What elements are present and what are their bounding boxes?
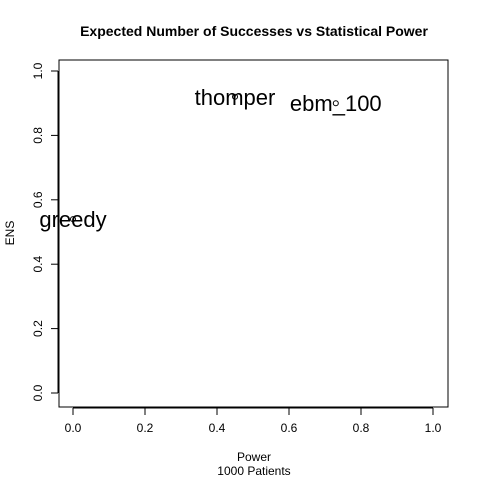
x-tick-label: 1.0: [425, 421, 442, 435]
x-tick-label: 0.4: [209, 421, 226, 435]
x-tick-label: 0.0: [65, 421, 82, 435]
y-axis-label: ENS: [3, 221, 17, 246]
x-axis-sublabel: 1000 Patients: [217, 464, 290, 478]
point-label-thomper: thomper: [195, 85, 276, 110]
point-label-ebm_100: ebm_100: [290, 91, 382, 116]
point-label-greedy: greedy: [39, 207, 106, 232]
y-tick-label: 1.0: [31, 62, 45, 79]
y-axis: 0.0 0.2 0.4 0.6 0.8 1.0: [31, 62, 59, 401]
y-tick-label: 0.2: [31, 320, 45, 337]
point-ebm_100: [332, 100, 339, 107]
x-tick-label: 0.8: [353, 421, 370, 435]
y-tick-label: 0.4: [31, 256, 45, 273]
point-thomper: [232, 93, 238, 100]
x-axis-label: Power: [237, 450, 271, 464]
x-tick-label: 0.6: [281, 421, 298, 435]
plot-frame: [58, 59, 449, 408]
point-labels: greedy thomper ebm_100: [39, 85, 381, 232]
data-points: [70, 93, 339, 223]
chart-title: Expected Number of Successes vs Statisti…: [80, 23, 428, 39]
y-tick-label: 0.6: [31, 191, 45, 208]
point-greedy: [70, 216, 76, 223]
y-tick-label: 0.0: [31, 384, 45, 401]
x-axis: 0.0 0.2 0.4 0.6 0.8 1.0: [65, 407, 442, 435]
y-tick-label: 0.8: [31, 127, 45, 144]
x-tick-label: 0.2: [137, 421, 154, 435]
